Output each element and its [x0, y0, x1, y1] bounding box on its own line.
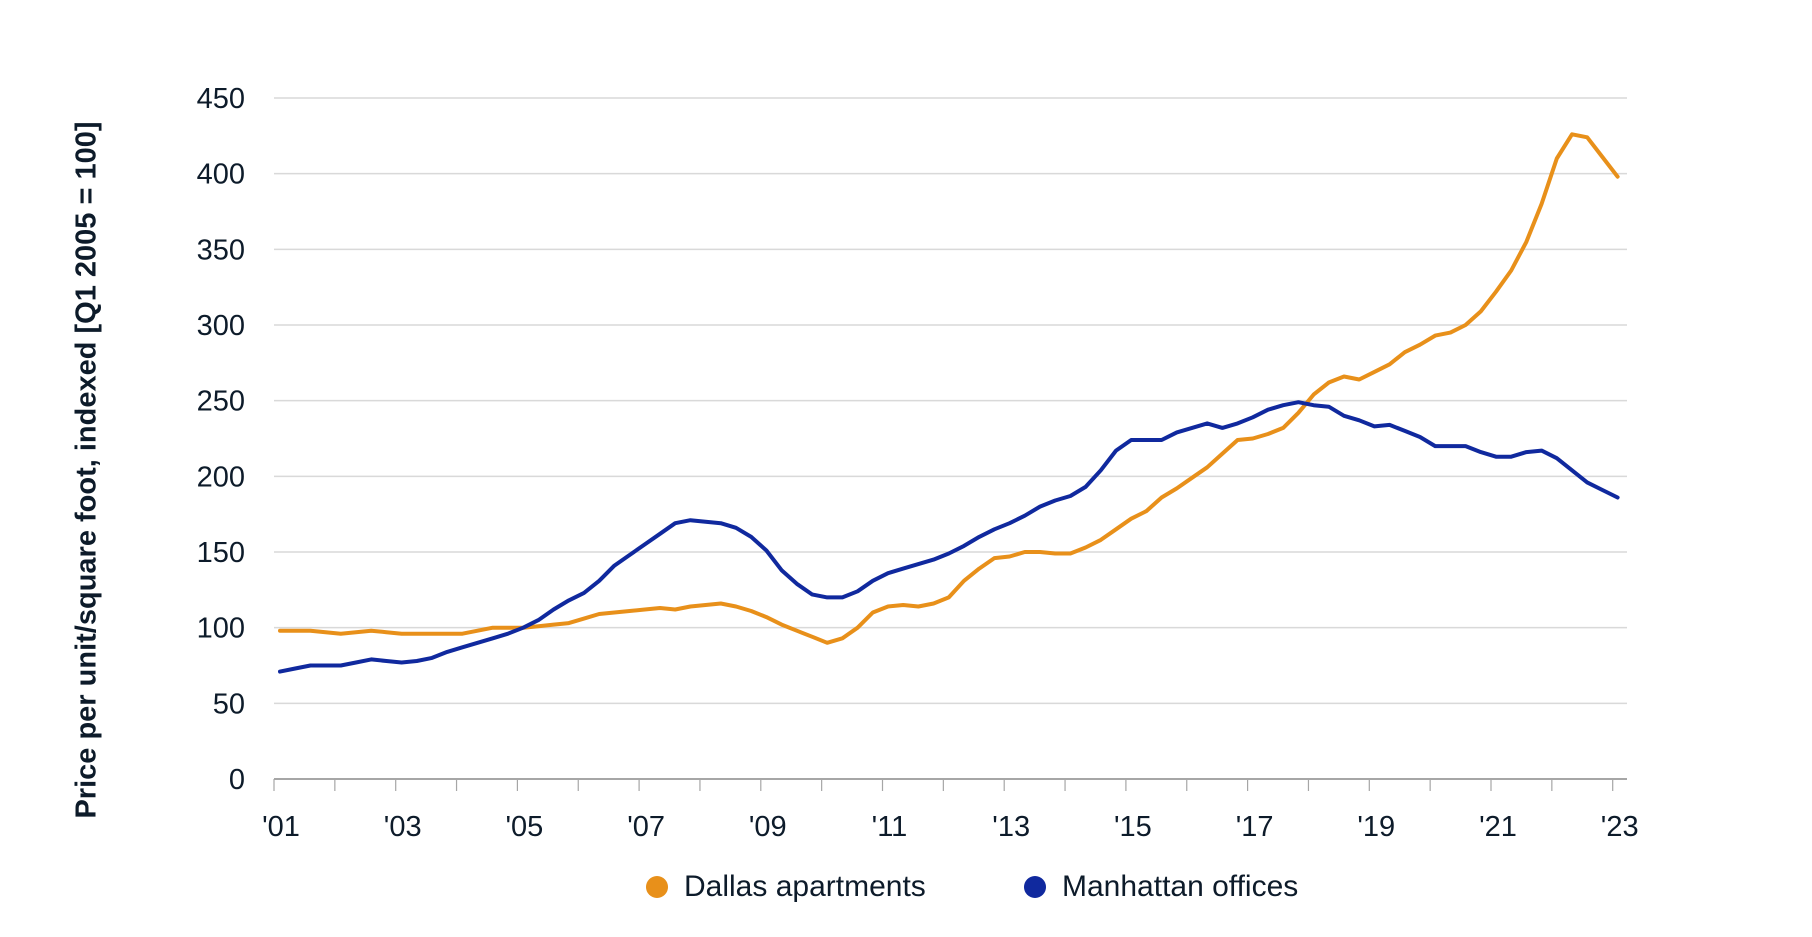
x-tick-label: '19	[1357, 811, 1395, 843]
y-tick-label: 300	[197, 310, 245, 342]
legend-marker-dallas	[646, 876, 668, 898]
x-tick-label: '01	[262, 811, 300, 843]
y-tick-label: 450	[197, 83, 245, 115]
legend: Dallas apartments Manhattan offices	[0, 870, 1812, 910]
x-tick-label: '07	[627, 811, 665, 843]
x-tick-label: '03	[384, 811, 422, 843]
x-tick-label: '13	[992, 811, 1030, 843]
x-tick-label: '15	[1114, 811, 1152, 843]
x-tick-label: '05	[506, 811, 544, 843]
y-tick-label: 150	[197, 537, 245, 569]
y-tick-label: 200	[197, 461, 245, 493]
y-axis-ticks: 0 50 100 150 200 250 300 350 400 450	[197, 83, 245, 796]
x-tick-label: '17	[1236, 811, 1274, 843]
legend-marker-manhattan	[1024, 876, 1046, 898]
y-tick-label: 100	[197, 613, 245, 645]
x-tick-label: '11	[872, 811, 908, 843]
x-tick-label: '21	[1479, 811, 1517, 843]
series-line-manhattan-offices	[278, 400, 1620, 674]
legend-item-dallas: Dallas apartments	[646, 870, 926, 904]
x-tick-label: '23	[1601, 811, 1639, 843]
legend-item-manhattan: Manhattan offices	[1024, 870, 1298, 904]
y-tick-label: 350	[197, 234, 245, 266]
legend-label-dallas: Dallas apartments	[684, 870, 926, 903]
series-lines	[278, 132, 1620, 674]
legend-label-manhattan: Manhattan offices	[1062, 870, 1299, 903]
y-tick-label: 400	[197, 159, 245, 191]
y-axis-label: Price per unit/square foot, indexed [Q1 …	[70, 121, 103, 819]
y-tick-label: 50	[213, 688, 245, 720]
y-tick-label: 0	[229, 764, 245, 796]
y-tick-label: 250	[197, 386, 245, 418]
x-tick-label: '09	[749, 811, 787, 843]
gridlines	[274, 97, 1627, 705]
series-line-dallas-apartments	[278, 132, 1620, 645]
x-axis: '01 '03 '05 '07 '09 '11 '13 '15 '17 '19 '21 '23	[262, 778, 1639, 843]
